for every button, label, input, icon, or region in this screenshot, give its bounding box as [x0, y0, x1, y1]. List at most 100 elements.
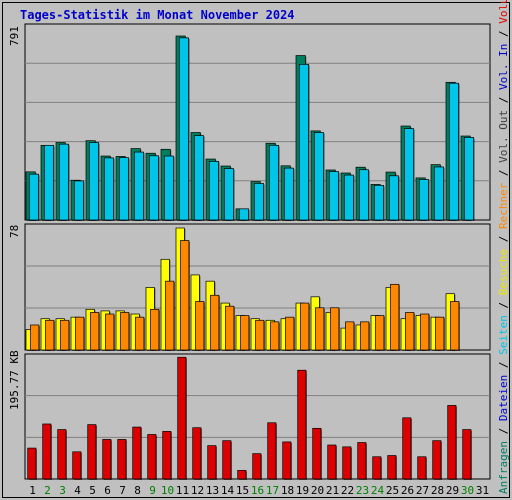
- bar-volumen-day-2: [42, 423, 52, 480]
- bar-volumen-day-6: [102, 439, 112, 480]
- bar-volumen-day-13: [207, 445, 217, 480]
- bar-dateien-day-3: [58, 143, 69, 221]
- bar-rechner-day-6: [105, 313, 115, 351]
- x-tick-label-day-22: 22: [341, 484, 354, 497]
- x-tick-label-day-16: 16: [251, 484, 264, 497]
- x-tick-label-day-3: 3: [59, 484, 66, 497]
- bar-volumen-day-10: [162, 431, 172, 480]
- bar-dateien-day-5: [88, 142, 99, 221]
- x-tick-label-day-30: 30: [461, 484, 474, 497]
- bar-rechner-day-29: [450, 301, 460, 351]
- bar-dateien-day-21: [328, 171, 339, 221]
- legend-segment: Vol. In: [497, 43, 510, 90]
- bar-volumen-day-8: [132, 426, 142, 480]
- bar-dateien-day-19: [298, 64, 309, 221]
- right-legend: Anfragen / Dateien / Seiten / Besuche / …: [497, 0, 510, 494]
- bar-volumen-day-4: [72, 451, 82, 480]
- bar-dateien-day-13: [208, 161, 219, 221]
- bar-volumen-day-18: [282, 441, 292, 480]
- bar-dateien-day-14: [223, 168, 234, 221]
- bar-rechner-day-26: [405, 312, 415, 351]
- bottom-y-max-label: 195.77 KB: [8, 350, 21, 410]
- x-tick-label-day-18: 18: [281, 484, 294, 497]
- chart-title: Tages-Statistik im Monat November 2024: [20, 8, 295, 22]
- bar-rechner-day-13: [210, 294, 220, 351]
- bar-volumen-day-3: [57, 429, 67, 480]
- legend-segment: /: [497, 354, 510, 375]
- bar-volumen-day-15: [237, 469, 247, 480]
- bar-dateien-day-20: [313, 132, 324, 221]
- x-tick-label-day-24: 24: [371, 484, 385, 497]
- bar-volumen-day-26: [402, 417, 412, 480]
- bar-dateien-day-29: [448, 82, 459, 221]
- bar-volumen-day-1: [27, 447, 37, 480]
- bar-rechner-day-11: [180, 240, 190, 351]
- bar-volumen-day-7: [117, 439, 127, 480]
- bar-volumen-day-24: [372, 456, 382, 480]
- x-tick-label-day-17: 17: [266, 484, 279, 497]
- x-tick-label-day-23: 23: [356, 484, 369, 497]
- legend-segment: Rechner: [497, 182, 510, 230]
- x-tick-label-day-14: 14: [221, 484, 235, 497]
- bar-rechner-day-18: [285, 316, 295, 351]
- bar-dateien-day-10: [163, 155, 174, 221]
- bar-dateien-day-7: [118, 157, 129, 221]
- bar-volumen-day-29: [447, 405, 457, 480]
- bar-volumen-day-20: [312, 427, 322, 480]
- bar-dateien-day-23: [358, 169, 369, 221]
- bar-dateien-day-15: [238, 208, 249, 221]
- bar-rechner-day-2: [45, 319, 55, 351]
- x-tick-label-day-5: 5: [89, 484, 96, 497]
- x-tick-label-day-26: 26: [401, 484, 414, 497]
- bar-rechner-day-23: [360, 321, 370, 351]
- x-tick-label-day-29: 29: [446, 484, 459, 497]
- bar-dateien-day-12: [193, 135, 204, 221]
- middle-y-max-label: 78: [8, 224, 21, 238]
- bar-volumen-day-22: [342, 446, 352, 480]
- bar-rechner-day-14: [225, 305, 235, 351]
- bar-dateien-day-8: [133, 151, 144, 221]
- bar-dateien-day-6: [103, 157, 114, 221]
- bar-rechner-day-20: [315, 307, 325, 351]
- legend-segment: /: [497, 23, 510, 44]
- x-tick-label-day-4: 4: [74, 484, 81, 497]
- bar-dateien-day-9: [148, 155, 159, 221]
- bar-dateien-day-2: [43, 144, 54, 221]
- legend-segment: Besuche: [497, 248, 510, 296]
- bar-dateien-day-26: [403, 128, 414, 221]
- bar-rechner-day-7: [120, 312, 130, 351]
- bar-rechner-day-27: [420, 313, 430, 351]
- bar-volumen-day-5: [87, 424, 97, 480]
- bar-rechner-day-12: [195, 301, 205, 351]
- x-tick-label-day-9: 9: [149, 484, 156, 497]
- x-tick-label-day-25: 25: [386, 484, 399, 497]
- x-tick-label-day-6: 6: [104, 484, 111, 497]
- bar-dateien-day-16: [253, 183, 264, 221]
- x-tick-label-day-2: 2: [44, 484, 51, 497]
- bar-volumen-day-27: [417, 456, 427, 480]
- legend-segment: /: [497, 162, 510, 183]
- bar-rechner-day-21: [330, 307, 340, 351]
- bar-dateien-day-17: [268, 144, 279, 221]
- bar-volumen-day-12: [192, 427, 202, 480]
- bar-rechner-day-19: [300, 302, 310, 351]
- bar-dateien-day-24: [373, 184, 384, 221]
- bar-volumen-day-21: [327, 444, 337, 480]
- legend-segment: Dateien: [497, 374, 510, 422]
- bar-volumen-day-23: [357, 442, 367, 480]
- bar-volumen-day-9: [147, 434, 157, 480]
- x-tick-label-day-27: 27: [416, 484, 429, 497]
- bar-rechner-day-16: [255, 319, 265, 351]
- bar-rechner-day-25: [390, 283, 400, 351]
- bar-dateien-day-28: [433, 166, 444, 221]
- x-tick-label-day-10: 10: [161, 484, 174, 497]
- legend-segment: /: [497, 421, 510, 442]
- legend-segment: Vol. Out: [497, 109, 510, 163]
- x-tick-label-day-19: 19: [296, 484, 309, 497]
- bar-volumen-day-17: [267, 422, 277, 480]
- bar-rechner-day-9: [150, 308, 160, 351]
- x-tick-label-day-31: 31: [476, 484, 489, 497]
- x-tick-label-day-20: 20: [311, 484, 324, 497]
